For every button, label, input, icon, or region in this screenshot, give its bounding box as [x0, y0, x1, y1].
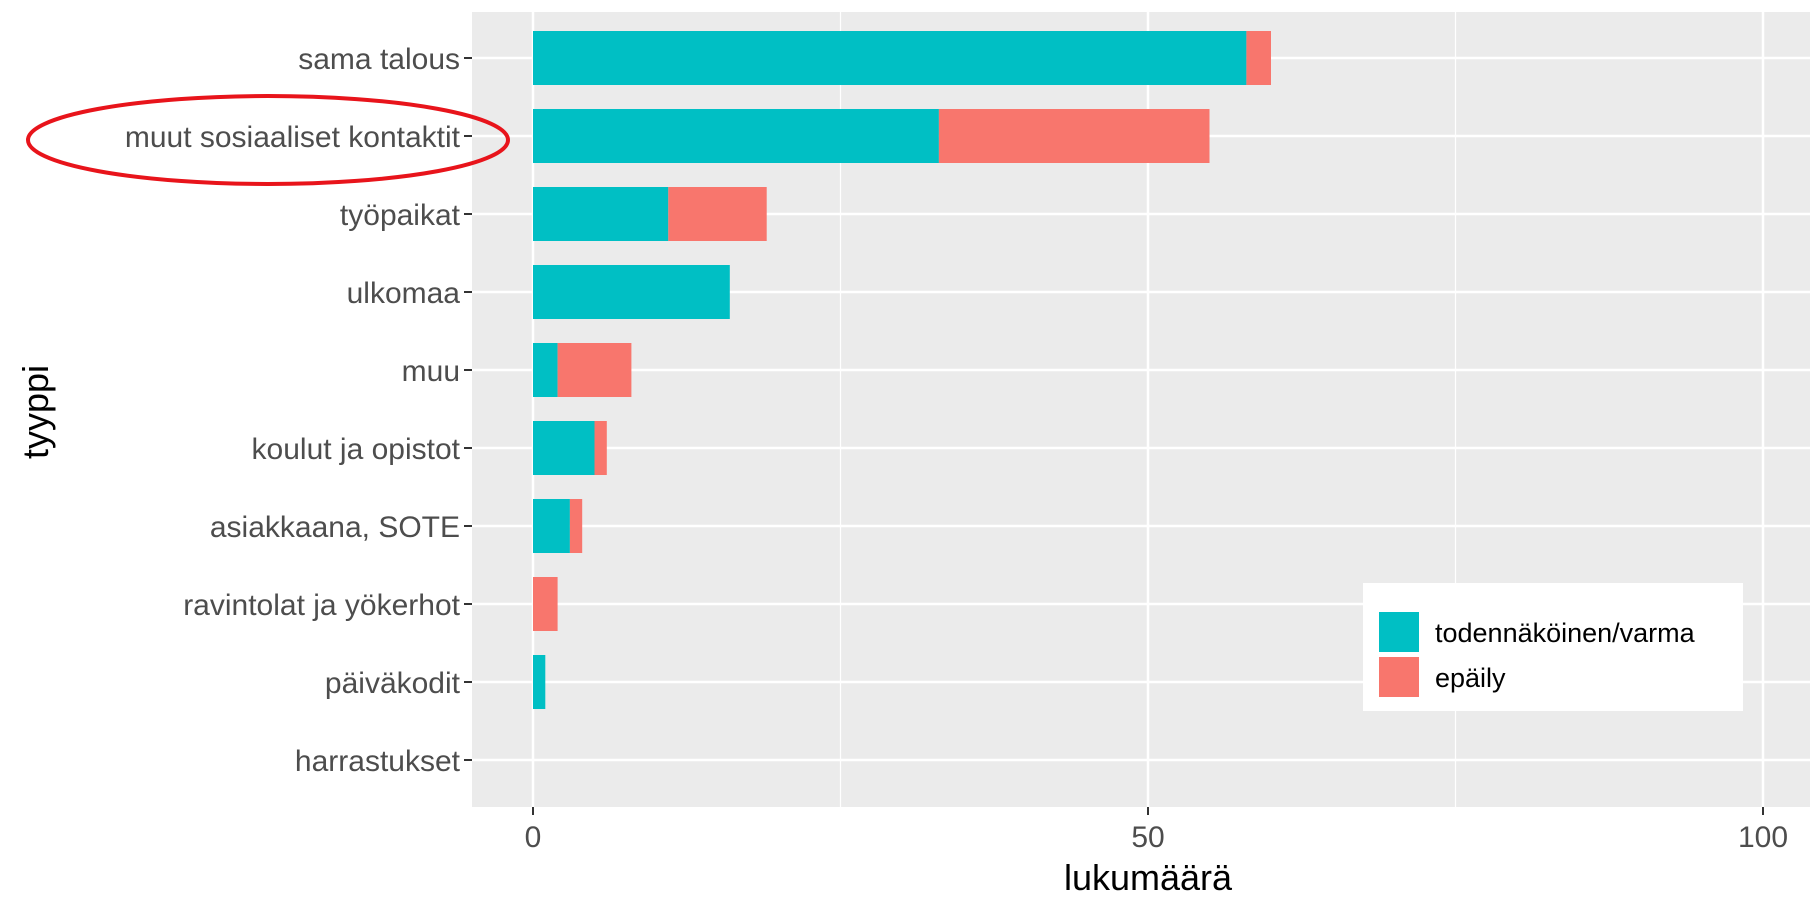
- y-tick-label: asiakkaana, SOTE: [210, 511, 460, 544]
- bar-segment-epaily: [1246, 31, 1271, 85]
- y-axis-title: tyyppi: [15, 365, 56, 459]
- bar-segment-todennakoinen: [533, 265, 730, 319]
- y-tick-label: työpaikat: [340, 199, 461, 232]
- bar-segment-todennakoinen: [533, 343, 558, 397]
- bar-segment-epaily: [594, 421, 607, 475]
- legend: todennäköinen/varma epäily: [1363, 583, 1743, 711]
- legend-label-epaily: epäily: [1435, 663, 1506, 693]
- bar-segment-todennakoinen: [533, 421, 595, 475]
- bar-segment-epaily: [533, 577, 558, 631]
- x-tick-label: 100: [1738, 821, 1788, 854]
- highlight-ellipse: [26, 94, 510, 186]
- bar-segment-epaily: [569, 499, 583, 553]
- y-tick-label: sama talous: [298, 43, 460, 76]
- bars: [533, 31, 1271, 709]
- x-axis-ticks: 0 50 100: [525, 807, 1788, 854]
- bar-segment-todennakoinen: [533, 31, 1247, 85]
- x-tick-label: 50: [1131, 821, 1164, 854]
- legend-label-todennakoinen: todennäköinen/varma: [1435, 618, 1696, 648]
- bar-segment-todennakoinen: [533, 109, 939, 163]
- bar-segment-epaily: [557, 343, 632, 397]
- y-tick-label: muut sosiaaliset kontaktit: [125, 121, 461, 154]
- bar-segment-todennakoinen: [533, 187, 669, 241]
- x-tick-label: 0: [525, 821, 542, 854]
- bar-segment-todennakoinen: [533, 655, 546, 709]
- bar-segment-epaily: [668, 187, 767, 241]
- bar-segment-todennakoinen: [533, 499, 570, 553]
- y-axis-ticks: sama talous muut sosiaaliset kontaktit työ…: [125, 43, 472, 778]
- y-tick-label: päiväkodit: [325, 667, 461, 700]
- legend-background: [1363, 583, 1743, 711]
- legend-key-todennakoinen: [1379, 612, 1419, 652]
- y-tick-label: harrastukset: [295, 745, 461, 778]
- bar-segment-epaily: [938, 109, 1210, 163]
- y-tick-label: muu: [402, 355, 460, 388]
- y-tick-label: ravintolat ja yökerhot: [183, 589, 460, 622]
- y-tick-label: koulut ja opistot: [252, 433, 461, 466]
- y-tick-label: ulkomaa: [347, 277, 461, 310]
- x-axis-title: lukumäärä: [1064, 857, 1233, 896]
- legend-key-epaily: [1379, 657, 1419, 697]
